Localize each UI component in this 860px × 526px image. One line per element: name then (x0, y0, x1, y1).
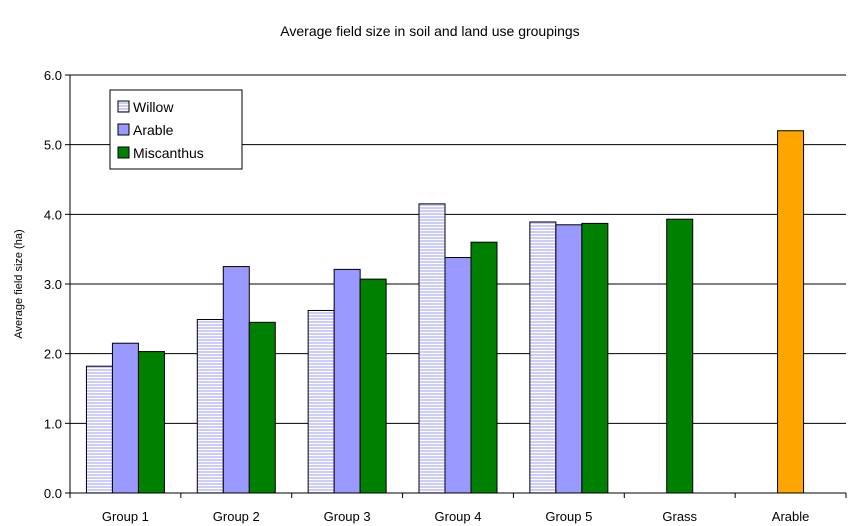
y-tick-label: 5.0 (44, 138, 62, 153)
y-tick-label: 1.0 (44, 416, 62, 431)
legend: Willow Arable Miscanthus (109, 89, 243, 170)
y-tick-label: 6.0 (44, 68, 62, 83)
x-category-label: Arable (772, 509, 810, 524)
bar (196, 319, 224, 494)
bar (248, 321, 276, 494)
y-tick-label: 0.0 (44, 486, 62, 501)
bar (222, 266, 250, 494)
bar (777, 130, 805, 494)
x-category-label: Group 2 (213, 509, 260, 524)
legend-swatch (117, 146, 130, 159)
bar (359, 278, 387, 494)
bar (470, 241, 498, 494)
chart-title: Average field size in soil and land use … (280, 23, 579, 39)
y-tick-label: 3.0 (44, 277, 62, 292)
legend-swatch (117, 123, 130, 136)
x-category-label: Group 1 (102, 509, 149, 524)
bar (137, 351, 165, 494)
legend-swatch (117, 100, 130, 113)
x-category-labels: Group 1 Group 2 Group 3 Group 4 Group 5 Grass… (102, 509, 809, 524)
legend-box (109, 89, 243, 170)
bar (444, 257, 472, 494)
axes (69, 75, 847, 498)
legend-label: Arable (133, 122, 174, 138)
bar (418, 203, 446, 494)
bars (85, 130, 805, 494)
bar (555, 224, 583, 494)
x-category-label: Grass (662, 509, 697, 524)
x-category-label: Group 3 (324, 509, 371, 524)
bar (333, 268, 361, 494)
y-tick-label: 2.0 (44, 347, 62, 362)
y-tick-label: 4.0 (44, 207, 62, 222)
bar (111, 342, 139, 494)
y-tick-labels: 0.0 1.0 2.0 3.0 4.0 5.0 6.0 (44, 68, 62, 501)
bar (529, 221, 557, 494)
y-axis-title: Average field size (ha) (13, 229, 25, 338)
x-category-label: Group 4 (435, 509, 482, 524)
bar (307, 309, 335, 494)
legend-label: Willow (133, 99, 174, 115)
x-category-label: Group 5 (545, 509, 592, 524)
bar (85, 365, 113, 494)
bar (666, 218, 694, 494)
bar (581, 222, 609, 494)
legend-label: Miscanthus (133, 145, 204, 161)
